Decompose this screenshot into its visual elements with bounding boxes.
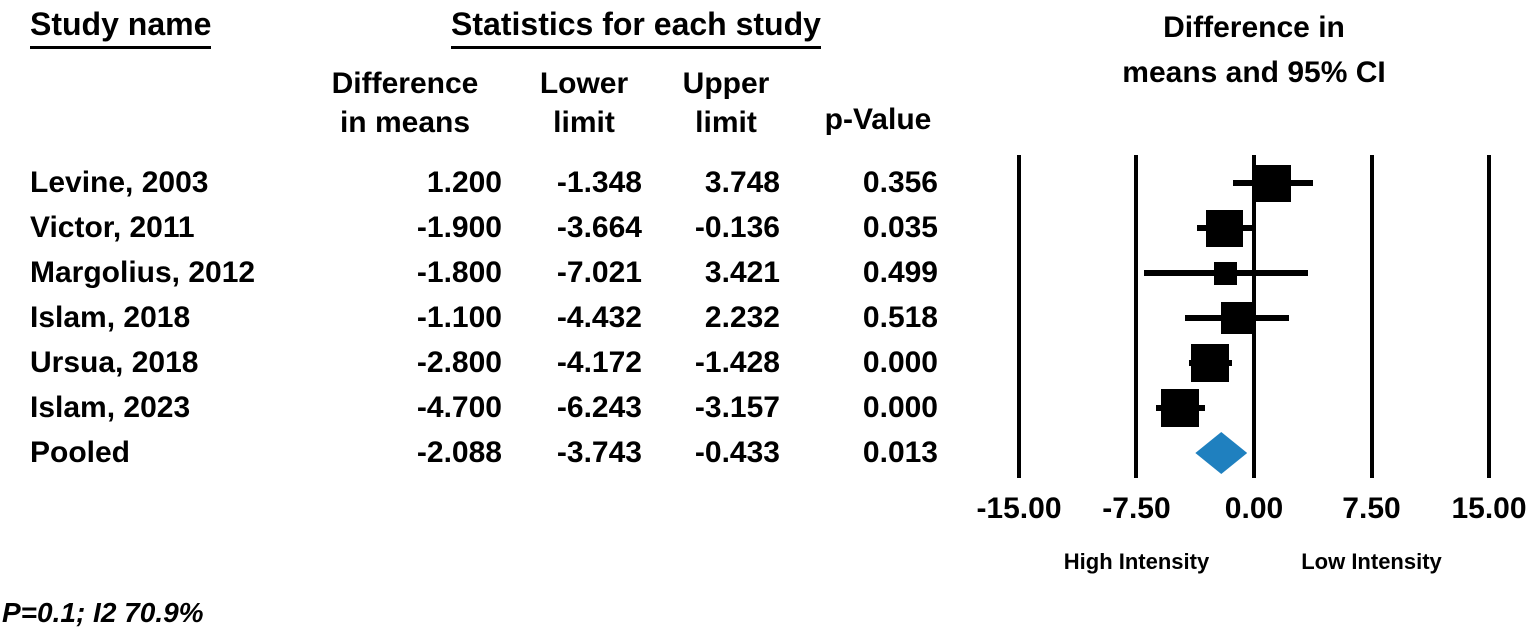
plot-title: Difference in means and 95% CI — [1079, 5, 1429, 95]
x-axis-tick-label: 7.50 — [1342, 492, 1401, 525]
study-name-column-header: Study name — [30, 6, 212, 49]
axis-direction-label-left: High Intensity — [1063, 549, 1210, 574]
table-row: Pooled -2.088 -3.743 -0.433 0.013 — [0, 430, 960, 475]
table-row: Ursua, 2018 -2.800 -4.172 -1.428 0.000 — [0, 340, 960, 385]
p-value: 0.035 — [862, 211, 938, 244]
difference-in-means-value: -2.800 — [416, 346, 502, 379]
table-row: Victor, 2011 -1.900 -3.664 -0.136 0.035 — [0, 205, 960, 250]
study-name: Islam, 2018 — [30, 301, 191, 334]
column-header-lower-limit: Lower limit — [509, 64, 659, 142]
lower-limit-value: -6.243 — [556, 391, 642, 424]
lower-limit-value: -4.432 — [556, 301, 642, 334]
upper-limit-value: 2.232 — [704, 301, 780, 334]
table-row: Levine, 2003 1.200 -1.348 3.748 0.356 — [0, 160, 960, 205]
difference-in-means-value: -1.100 — [416, 301, 502, 334]
table-row: Islam, 2018 -1.100 -4.432 2.232 0.518 — [0, 295, 960, 340]
axis-reference-line — [1369, 155, 1374, 478]
axis-reference-line — [1016, 155, 1021, 478]
study-name: Margolius, 2012 — [30, 256, 256, 289]
column-header-upper-limit: Upper limit — [651, 64, 801, 142]
p-value: 0.518 — [862, 301, 938, 334]
statistics-header-text: Statistics for each study — [451, 6, 821, 49]
statistics-table: Levine, 2003 1.200 -1.348 3.748 0.356 Victor,… — [0, 160, 960, 475]
x-axis-tick-label: 15.00 — [1451, 492, 1527, 525]
study-point-estimate-marker — [1214, 261, 1238, 285]
p-value: 0.013 — [862, 436, 938, 469]
study-name: Pooled — [30, 436, 131, 469]
axis-direction-label-right: Low Intensity — [1301, 549, 1442, 574]
axis-reference-line — [1487, 155, 1491, 478]
diff-header-line1: Difference — [331, 67, 479, 100]
x-axis-tick-label: -7.50 — [1102, 492, 1171, 525]
diff-header-line2: in means — [339, 106, 471, 139]
plot-title-line2: means and 95% CI — [1122, 56, 1386, 89]
lower-limit-value: -3.664 — [556, 211, 642, 244]
lower-limit-value: -4.172 — [556, 346, 642, 379]
study-name: Levine, 2003 — [30, 166, 209, 199]
lower-header-line1: Lower — [539, 67, 629, 100]
upper-header-line1: Upper — [682, 67, 770, 100]
study-point-estimate-marker — [1191, 344, 1230, 382]
upper-limit-value: 3.748 — [704, 166, 780, 199]
column-header-difference-in-means: Difference in means — [300, 64, 510, 142]
difference-in-means-value: -4.700 — [416, 391, 502, 424]
lower-limit-value: -1.348 — [556, 166, 642, 199]
study-name-header-text: Study name — [30, 6, 212, 49]
difference-in-means-value: -2.088 — [416, 436, 502, 469]
p-value: 0.000 — [862, 346, 938, 379]
difference-in-means-value: 1.200 — [426, 166, 502, 199]
heterogeneity-footnote: P=0.1; I2 70.9% — [2, 597, 204, 628]
study-point-estimate-marker — [1220, 302, 1253, 334]
upper-limit-value: -0.136 — [694, 211, 780, 244]
upper-limit-value: -3.157 — [694, 391, 780, 424]
x-axis-tick-label: 0.00 — [1224, 492, 1284, 525]
statistics-section-header: Statistics for each study — [421, 6, 851, 49]
axis-reference-line — [1134, 155, 1139, 478]
p-value: 0.499 — [862, 256, 938, 289]
upper-header-line2: limit — [695, 106, 757, 139]
study-point-estimate-marker — [1254, 164, 1292, 202]
upper-limit-value: 3.421 — [704, 256, 780, 289]
upper-limit-value: -0.433 — [694, 436, 780, 469]
table-row: Islam, 2023 -4.700 -6.243 -3.157 0.000 — [0, 385, 960, 430]
upper-limit-value: -1.428 — [694, 346, 780, 379]
study-point-estimate-marker — [1161, 389, 1200, 427]
p-value: 0.356 — [862, 166, 938, 199]
column-header-p-value: p-Value — [824, 103, 932, 136]
lower-limit-value: -7.021 — [556, 256, 642, 289]
p-value: 0.000 — [862, 391, 938, 424]
study-name: Victor, 2011 — [30, 211, 195, 244]
x-axis-tick-label: -15.00 — [976, 492, 1062, 525]
lower-header-line2: limit — [553, 106, 615, 139]
study-name: Islam, 2023 — [30, 391, 191, 424]
lower-limit-value: -3.743 — [556, 436, 642, 469]
study-point-estimate-marker — [1205, 209, 1243, 247]
study-name: Ursua, 2018 — [30, 346, 199, 379]
pooled-estimate-diamond — [1195, 432, 1248, 474]
difference-in-means-value: -1.800 — [416, 256, 502, 289]
plot-title-line1: Difference in — [1163, 11, 1345, 44]
table-row: Margolius, 2012 -1.800 -7.021 3.421 0.499 — [0, 250, 960, 295]
difference-in-means-value: -1.900 — [416, 211, 502, 244]
